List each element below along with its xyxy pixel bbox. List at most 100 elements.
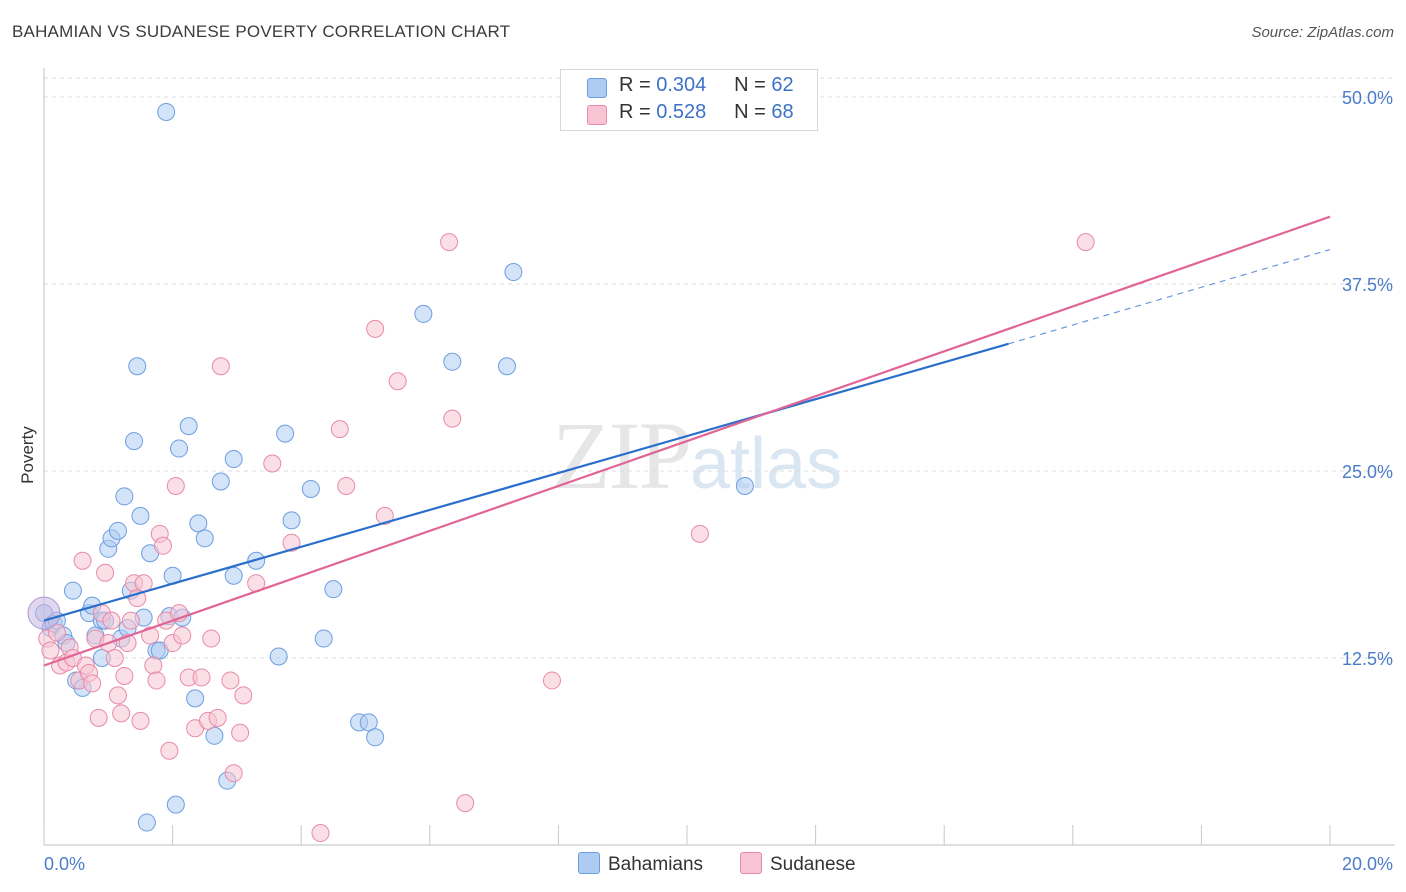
y-tick-label: 25.0% (1342, 462, 1393, 482)
y-tick-label: 50.0% (1342, 88, 1393, 108)
sudanese-point (221, 671, 240, 690)
sudanese-point (440, 233, 459, 252)
sudanese-point (41, 641, 60, 660)
sudanese-point (160, 741, 179, 760)
sudanese-point (208, 708, 227, 727)
sudanese-point (166, 476, 185, 495)
sudanese-point (108, 686, 127, 705)
sudanese-point (263, 454, 282, 473)
bahamian-point (314, 629, 333, 648)
sudanese-point (96, 563, 115, 582)
sudanese-point (115, 666, 134, 685)
legend-r-label: R = (619, 101, 651, 123)
legend-label-bahamians: Bahamians (608, 854, 704, 875)
sudanese-point (388, 372, 407, 391)
bahamian-point (366, 728, 385, 747)
bahamian-point (63, 581, 82, 600)
sudanese-point (234, 686, 253, 705)
bahamian-point (166, 795, 185, 814)
sudanese-point (311, 824, 330, 843)
legend-swatch-sudanese (587, 105, 607, 125)
sudanese-point (73, 551, 92, 570)
legend-r-label: R = (619, 74, 651, 96)
bahamian-point (205, 726, 224, 745)
bahamian-point (128, 357, 147, 376)
legend-swatch-sudanese (740, 852, 762, 874)
bahamian-point (186, 689, 205, 708)
legend-r-value: 0.304 (656, 74, 707, 96)
bahamian-point (179, 417, 198, 436)
bahamian-point (497, 357, 516, 376)
legend-n-label: N = (734, 101, 766, 123)
y-tick-label: 37.5% (1342, 275, 1393, 295)
x-tick-label: 0.0% (44, 854, 85, 874)
sudanese-point (47, 623, 66, 642)
bahamian-point (137, 813, 156, 832)
sudanese-point (542, 671, 561, 690)
sudanese-point (153, 536, 172, 555)
sudanese-point (141, 626, 160, 645)
sudanese-point (105, 649, 124, 667)
sudanese-point (89, 708, 108, 727)
bahamian-point (108, 521, 127, 540)
bahamian-point (359, 713, 378, 732)
sudanese-point (121, 611, 140, 630)
sudanese-point (128, 589, 147, 608)
watermark-atlas: atlas (690, 424, 843, 504)
bahamian-point (157, 102, 176, 121)
sudanese-point (366, 319, 385, 338)
cluster-point (27, 596, 61, 630)
sudanese-point (147, 671, 166, 690)
sudanese-point (224, 764, 243, 783)
chart-title: BAHAMIAN VS SUDANESE POVERTY CORRELATION… (12, 22, 511, 41)
sudanese-point (102, 611, 121, 630)
bahamian-point (324, 580, 343, 599)
sudanese-point (337, 476, 356, 495)
bahamian-point (301, 479, 320, 498)
legend-swatch-bahamians (578, 852, 600, 874)
sudanese-point (231, 723, 250, 742)
bahamian-point (735, 476, 754, 495)
sudanese-point (131, 711, 150, 730)
bahamian-point (443, 352, 462, 371)
bahamian-point (504, 263, 523, 282)
bahamian-point (224, 450, 243, 469)
legend-n-label: N = (734, 74, 766, 96)
sudanese-point (375, 506, 394, 525)
sudanese-point (1076, 233, 1095, 252)
sudanese-point (211, 357, 230, 376)
sudanese-point (282, 533, 301, 552)
x-tick-label: 20.0% (1342, 854, 1393, 874)
sudanese-point (83, 674, 102, 693)
bahamian-point (224, 566, 243, 585)
y-axis-label: Poverty (18, 426, 37, 484)
sudanese-point (192, 668, 211, 687)
source-credit: Source: ZipAtlas.com (1251, 24, 1394, 41)
sudanese-point (690, 524, 709, 543)
sudanese-point (456, 794, 475, 813)
sudanese-trend-line (43, 215, 1331, 667)
correlation-legend: R = 0.304 N = 62 R = 0.528 N = 68 (560, 69, 818, 131)
bahamian-point (276, 424, 295, 443)
bahamian-point (282, 511, 301, 530)
legend-r-value: 0.528 (656, 101, 707, 123)
bahamian-point (269, 647, 288, 666)
bahamian-point (414, 304, 433, 323)
sudanese-point (112, 704, 131, 723)
legend-n-value: 62 (771, 74, 794, 96)
bahamian-point (170, 439, 189, 458)
bahamian-point (189, 514, 208, 533)
sudanese-point (443, 409, 462, 428)
legend-item-sudanese[interactable]: Sudanese (740, 852, 856, 876)
bahamian-trend-extension (1008, 249, 1331, 345)
bahamian-point (115, 487, 134, 506)
bahamian-point (211, 472, 230, 491)
legend-item-bahamians[interactable]: Bahamians (578, 852, 703, 876)
sudanese-point (202, 629, 221, 648)
bahamian-point (131, 506, 150, 525)
sudanese-point (173, 626, 192, 645)
legend-swatch-bahamians (587, 78, 607, 98)
y-tick-label: 12.5% (1342, 649, 1393, 669)
sudanese-point (330, 420, 349, 439)
